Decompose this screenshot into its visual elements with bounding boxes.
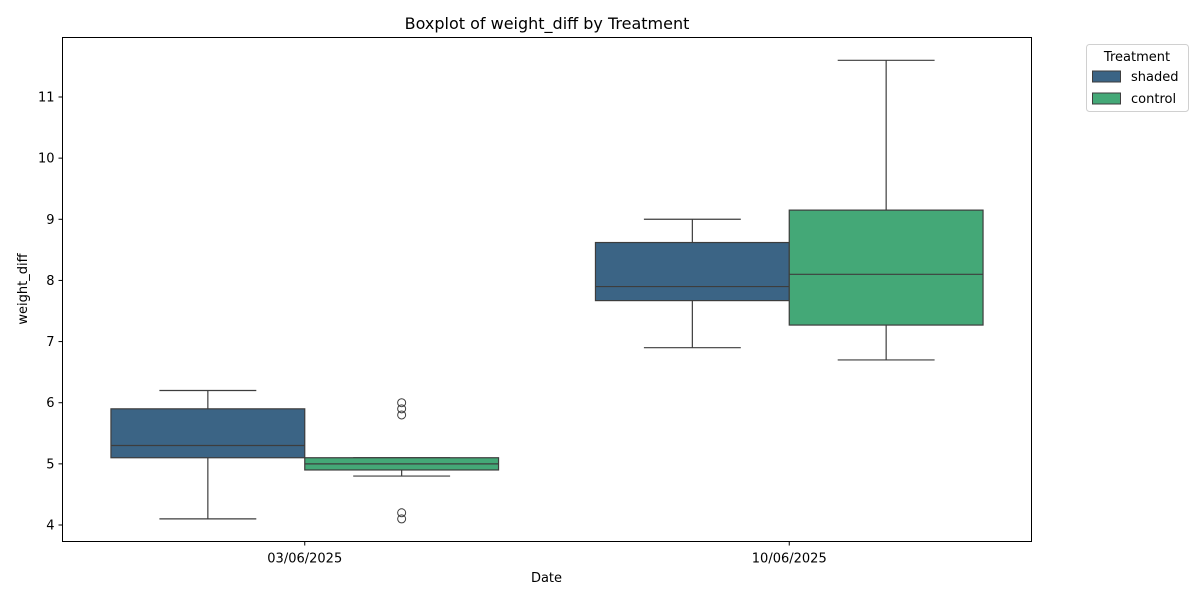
chart-title: Boxplot of weight_diff by Treatment	[405, 14, 690, 34]
x-tick-label: 10/06/2025	[752, 552, 827, 567]
outlier-point	[397, 410, 407, 420]
y-tick-label: 9	[46, 213, 54, 228]
y-tick-label: 10	[38, 152, 55, 167]
y-tick-label: 4	[46, 519, 54, 534]
legend-swatch-control	[1092, 92, 1121, 105]
plot-area	[62, 37, 1032, 542]
x-axis-label: Date	[531, 571, 562, 586]
legend-label-shaded: shaded	[1131, 70, 1178, 85]
legend-swatch-shaded	[1092, 70, 1121, 83]
legend-title: Treatment	[1103, 50, 1170, 65]
y-axis-label: weight_diff	[16, 252, 31, 324]
boxes-layer	[110, 59, 984, 524]
y-axis-ticks: 4 5 6 7 8 9 10 11	[38, 91, 63, 534]
box-control-03/06/2025	[304, 398, 500, 524]
x-tick-label: 03/06/2025	[267, 552, 342, 567]
y-tick-label: 7	[46, 335, 54, 350]
box-shaded-03/06/2025	[110, 389, 306, 520]
y-tick-label: 5	[46, 457, 54, 472]
box-shaded-10/06/2025	[594, 218, 790, 349]
outlier-point	[397, 404, 407, 414]
outlier-point	[397, 398, 407, 408]
y-tick-label: 6	[46, 396, 54, 411]
outlier-point	[397, 514, 407, 524]
legend: Treatment shaded control	[1086, 44, 1189, 112]
legend-label-control: control	[1131, 92, 1176, 107]
box-iqr	[110, 408, 306, 459]
x-axis-ticks: 03/06/2025 10/06/2025	[267, 541, 827, 567]
y-tick-label: 8	[46, 274, 54, 289]
outlier-point	[397, 508, 407, 518]
box-iqr	[594, 241, 790, 302]
box-iqr	[788, 209, 984, 326]
box-control-10/06/2025	[788, 59, 984, 361]
y-tick-label: 11	[38, 91, 55, 106]
